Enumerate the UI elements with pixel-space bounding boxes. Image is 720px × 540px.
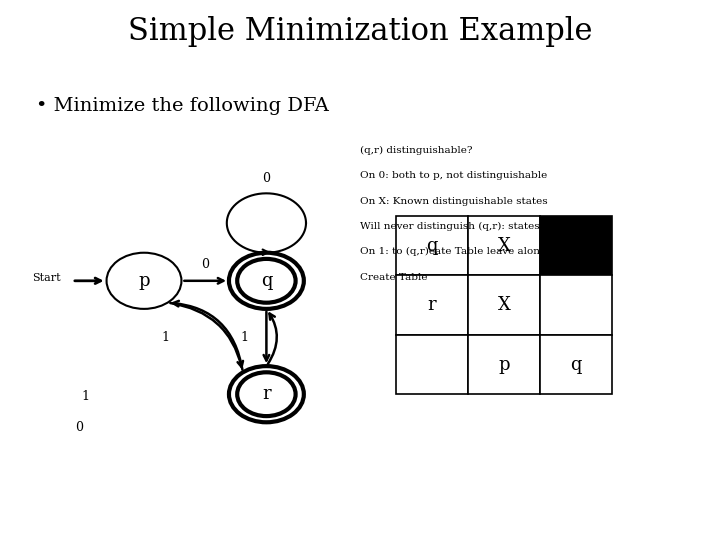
Text: q: q bbox=[570, 355, 582, 374]
Text: X: X bbox=[498, 296, 510, 314]
Bar bbox=[396, 216, 468, 275]
Text: q: q bbox=[261, 272, 272, 290]
Bar bbox=[396, 335, 468, 394]
Text: On X: Known distinguishable states: On X: Known distinguishable states bbox=[360, 197, 548, 206]
Text: Will never distinguish (q,r): states equiv!: Will never distinguish (q,r): states equ… bbox=[360, 222, 575, 231]
Text: p: p bbox=[138, 272, 150, 290]
Text: 1: 1 bbox=[240, 331, 249, 344]
Circle shape bbox=[229, 253, 304, 309]
Text: q: q bbox=[426, 237, 438, 255]
Text: r: r bbox=[262, 385, 271, 403]
Text: 0: 0 bbox=[75, 421, 83, 434]
Text: Start: Start bbox=[32, 273, 61, 283]
Text: (q,r) distinguishable?: (q,r) distinguishable? bbox=[360, 146, 472, 155]
Text: On 0: both to p, not distinguishable: On 0: both to p, not distinguishable bbox=[360, 171, 547, 180]
Text: 1: 1 bbox=[81, 390, 90, 403]
Text: Create Table: Create Table bbox=[360, 273, 428, 282]
Text: r: r bbox=[428, 296, 436, 314]
Text: X: X bbox=[498, 237, 510, 255]
Text: p: p bbox=[498, 355, 510, 374]
Text: Simple Minimization Example: Simple Minimization Example bbox=[127, 16, 593, 47]
Bar bbox=[468, 275, 540, 335]
Text: 1: 1 bbox=[161, 331, 170, 344]
Bar bbox=[540, 335, 612, 394]
Bar bbox=[468, 216, 540, 275]
Text: On 1: to (q,r)eate Table leave alone: On 1: to (q,r)eate Table leave alone bbox=[360, 247, 546, 256]
Circle shape bbox=[229, 366, 304, 422]
Text: 0: 0 bbox=[262, 172, 271, 185]
Bar bbox=[540, 216, 612, 275]
Bar bbox=[396, 275, 468, 335]
Text: 0: 0 bbox=[201, 258, 210, 271]
Text: • Minimize the following DFA: • Minimize the following DFA bbox=[36, 97, 329, 115]
Bar bbox=[540, 275, 612, 335]
Circle shape bbox=[107, 253, 181, 309]
Bar bbox=[468, 335, 540, 394]
